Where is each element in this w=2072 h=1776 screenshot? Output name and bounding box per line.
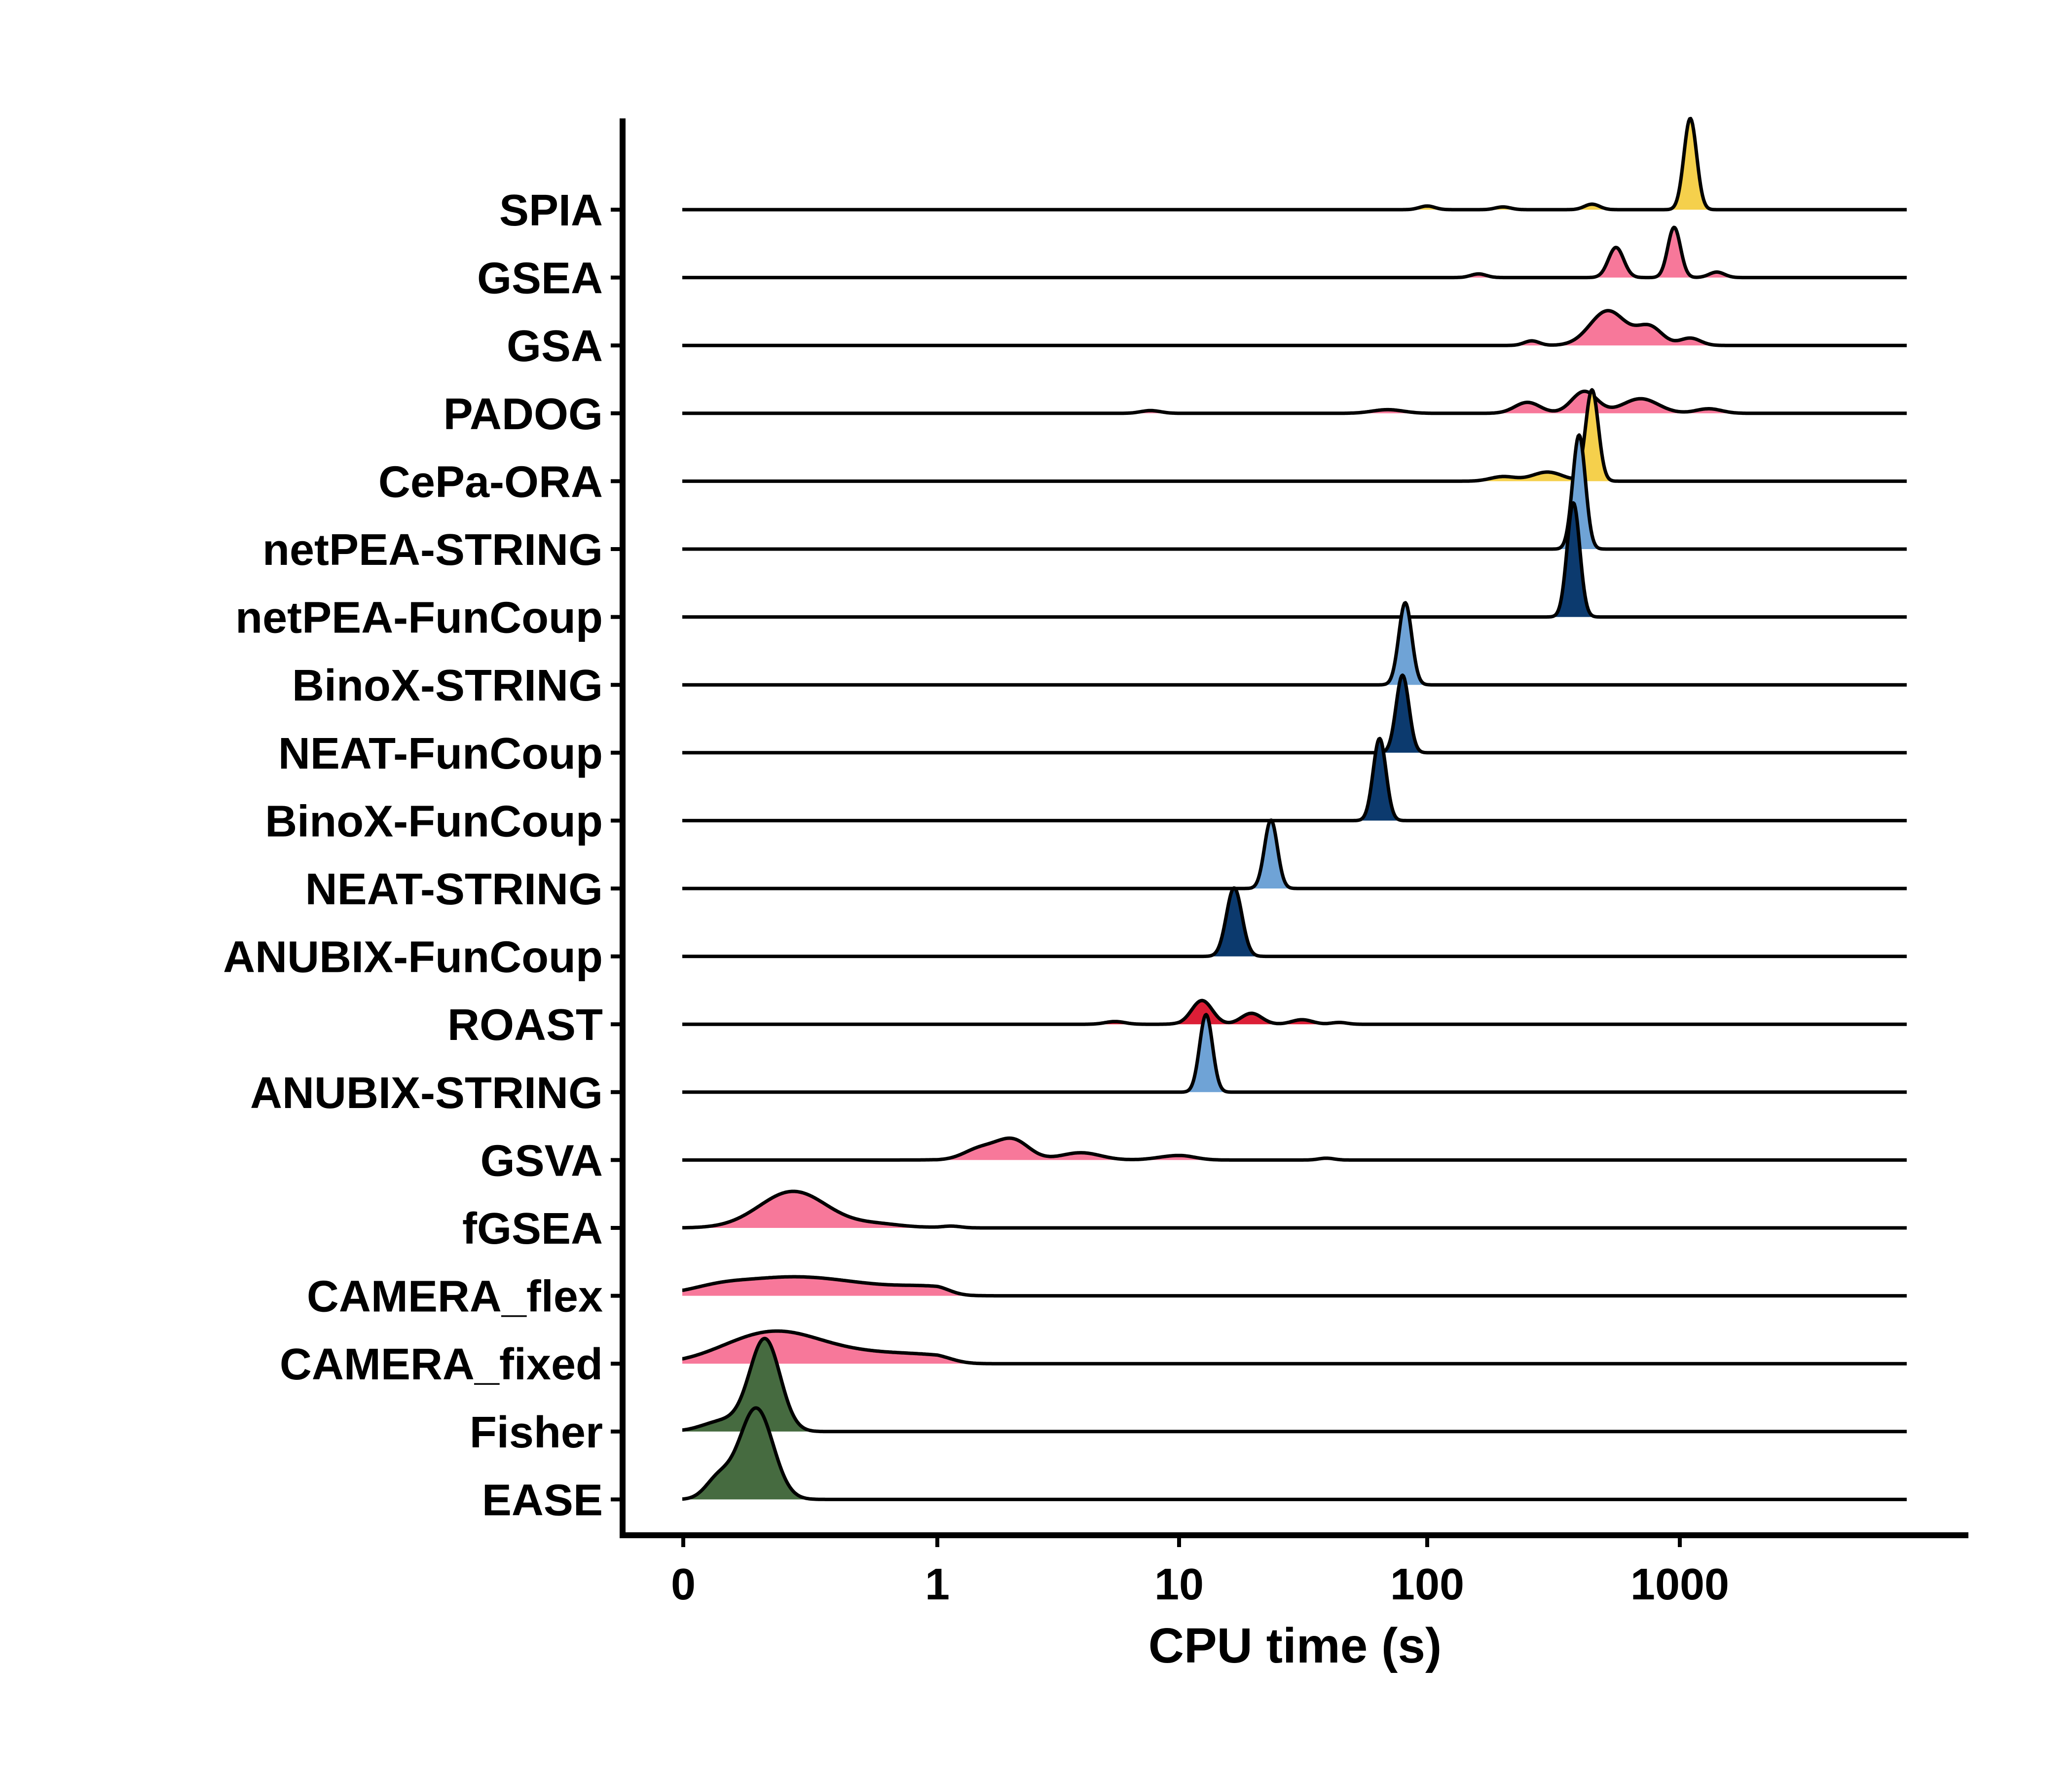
y-tick-label-binox-funcoup: BinoX-FunCoup bbox=[265, 797, 603, 846]
y-tick-label-ease: EASE bbox=[482, 1476, 603, 1525]
y-tick-label-netpea-string: netPEA-STRING bbox=[262, 525, 603, 575]
ridge-fill-camera-fixed bbox=[682, 1331, 1907, 1364]
ridge-line-gsea bbox=[681, 225, 1908, 280]
ridge-line-netpea-string bbox=[681, 433, 1908, 551]
ridge-line-padog bbox=[681, 389, 1908, 415]
y-tick-label-binox-string: BinoX-STRING bbox=[292, 661, 603, 710]
y-tick-label-fisher: Fisher bbox=[470, 1408, 603, 1457]
ridge-line-fgsea bbox=[681, 1189, 1908, 1230]
ridge-fill-neat-funcoup bbox=[682, 675, 1907, 753]
y-tick-label-cepa-ora: CePa-ORA bbox=[378, 457, 603, 507]
ridge-fill-binox-string bbox=[682, 602, 1907, 685]
ridge-line-binox-string bbox=[681, 601, 1908, 687]
ridge-fill-cepa-ora bbox=[682, 390, 1907, 481]
ridge-fill-netpea-funcoup bbox=[682, 503, 1907, 617]
x-axis: 0 1 10 100 1000 bbox=[620, 1532, 1968, 1609]
ridge-fill-neat-string bbox=[682, 820, 1907, 888]
ridge-fill-anubix-funcoup bbox=[682, 888, 1907, 957]
x-tick-label: 100 bbox=[1390, 1560, 1464, 1609]
ridge-fill-binox-funcoup bbox=[682, 739, 1907, 821]
ridge-line-gsa bbox=[681, 309, 1908, 347]
y-tick-label-neat-funcoup: NEAT-FunCoup bbox=[278, 729, 603, 778]
ridge-line-cepa-ora bbox=[681, 388, 1908, 483]
x-tick-label: 1 bbox=[925, 1560, 950, 1609]
y-tick-label-gsva: GSVA bbox=[481, 1136, 603, 1185]
ridge-fill-padog bbox=[682, 391, 1907, 413]
ridge-fill-netpea-string bbox=[682, 435, 1907, 549]
ridge-line-gsva bbox=[681, 1136, 1908, 1162]
ridge-line-netpea-funcoup bbox=[681, 501, 1908, 619]
ridge-line-camera-fixed bbox=[681, 1329, 1908, 1366]
y-tick-label-roast: ROAST bbox=[447, 1000, 603, 1050]
ridge-line-binox-funcoup bbox=[681, 737, 1908, 822]
y-tick-label-anubix-funcoup: ANUBIX-FunCoup bbox=[223, 933, 603, 982]
ridge-fill-gsa bbox=[682, 310, 1907, 346]
ridges bbox=[681, 116, 1908, 1501]
y-tick-label-camera-fixed: CAMERA_fixed bbox=[280, 1340, 603, 1389]
x-tick-label: 10 bbox=[1154, 1560, 1204, 1609]
ridge-fill-camera-flex bbox=[682, 1277, 1907, 1296]
ridge-line-spia bbox=[681, 116, 1908, 212]
y-axis: SPIA GSEA GSA PADOG CePa-ORA netPEA-STRING net… bbox=[223, 118, 626, 1535]
ridge-fill-anubix-string bbox=[682, 1014, 1907, 1092]
ridge-fill-spia bbox=[682, 118, 1907, 210]
y-tick-label-camera-flex: CAMERA_flex bbox=[307, 1272, 603, 1322]
y-tick-label-spia: SPIA bbox=[499, 186, 603, 235]
y-tick-label-netpea-funcoup: netPEA-FunCoup bbox=[235, 593, 603, 643]
ridge-fill-gsva bbox=[682, 1138, 1907, 1160]
x-tick-label: 0 bbox=[671, 1560, 696, 1609]
ridge-line-fisher bbox=[681, 1336, 1908, 1434]
ridge-line-anubix-string bbox=[681, 1013, 1908, 1094]
y-tick-label-gsea: GSEA bbox=[477, 254, 603, 303]
ridge-fill-ease bbox=[682, 1408, 1907, 1500]
ridge-line-neat-string bbox=[681, 818, 1908, 890]
x-tick-label: 1000 bbox=[1630, 1560, 1729, 1609]
y-tick-label-gsa: GSA bbox=[507, 322, 603, 371]
ridge-line-roast bbox=[681, 999, 1908, 1026]
ridge-fill-gsea bbox=[682, 227, 1907, 278]
ridge-line-camera-flex bbox=[681, 1275, 1908, 1298]
ridge-line-anubix-funcoup bbox=[681, 886, 1908, 959]
ridge-line-neat-funcoup bbox=[681, 673, 1908, 755]
ridge-line-ease bbox=[681, 1406, 1908, 1501]
y-tick-label-anubix-string: ANUBIX-STRING bbox=[250, 1069, 603, 1118]
y-tick-label-fgsea: fGSEA bbox=[462, 1204, 603, 1254]
x-axis-title: CPU time (s) bbox=[1148, 1618, 1442, 1673]
y-tick-label-neat-string: NEAT-STRING bbox=[305, 865, 603, 914]
y-tick-label-padog: PADOG bbox=[444, 390, 603, 439]
